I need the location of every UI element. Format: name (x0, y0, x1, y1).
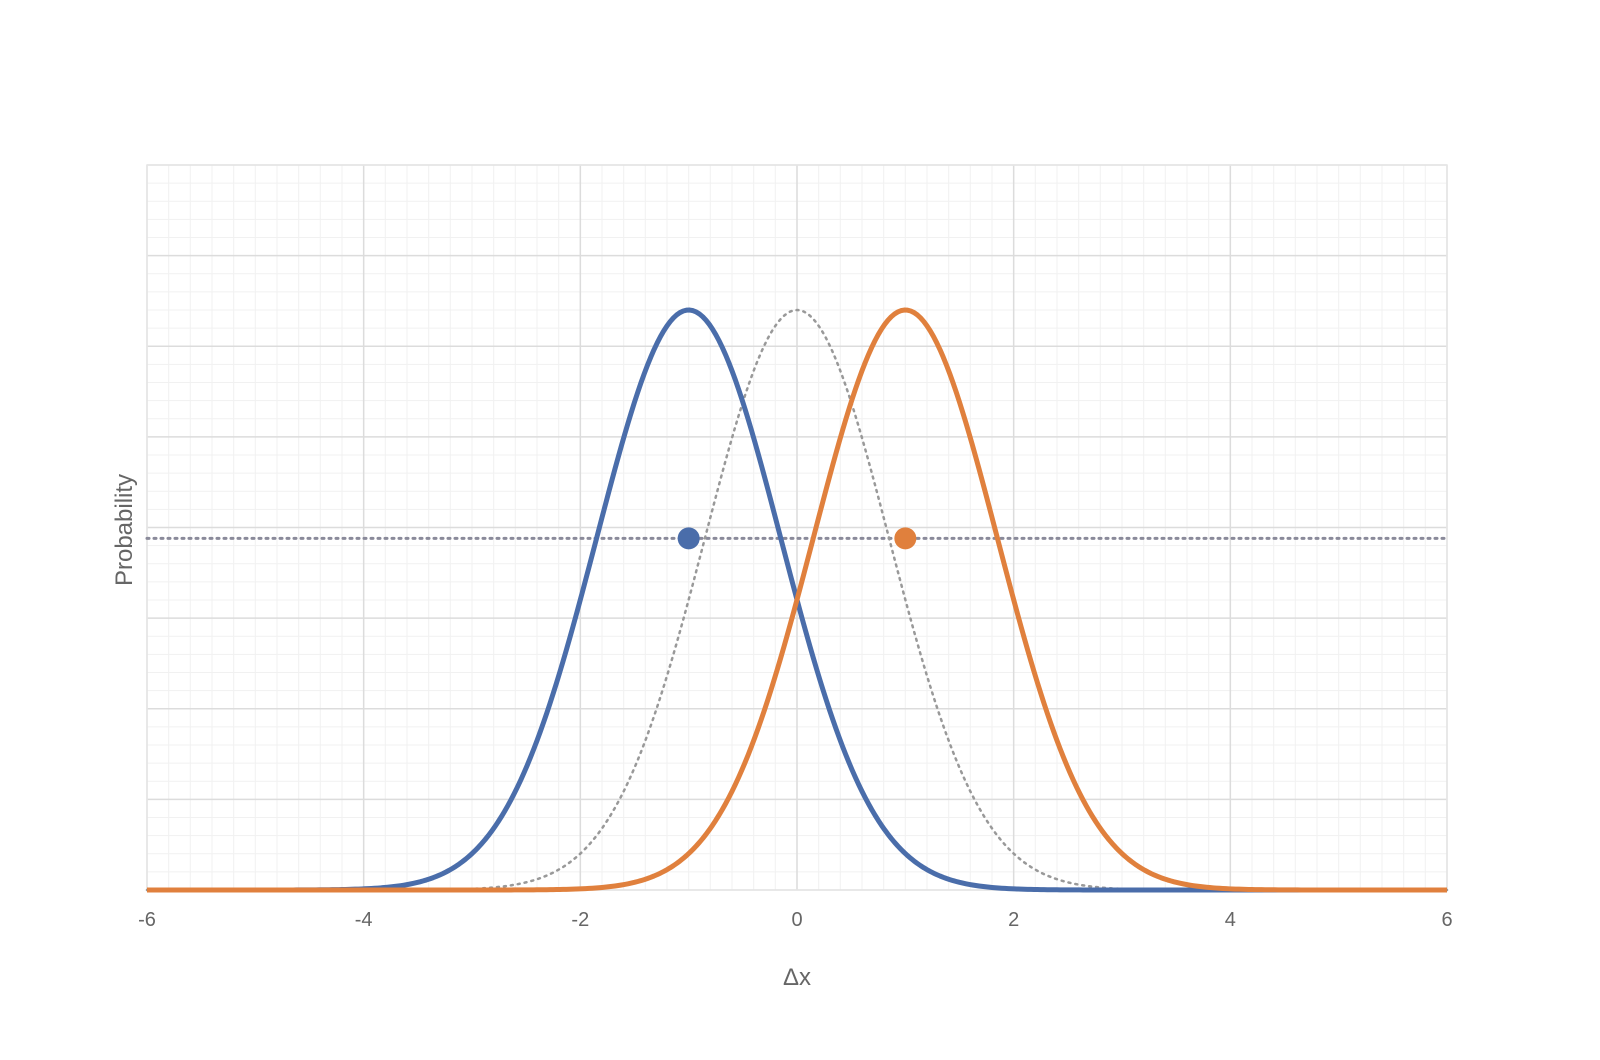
markers-group (677, 527, 917, 550)
y-axis-title: Probability (111, 474, 138, 586)
marker-point-0 (677, 527, 700, 550)
x-tick-label: -2 (571, 909, 589, 931)
plot-area-border (146, 164, 1448, 891)
marker-point-1 (894, 527, 917, 550)
series-line-1 (147, 307, 1447, 893)
x-axis-title: Δx (783, 964, 811, 991)
x-tick-label: 6 (1441, 909, 1452, 931)
x-tick-label: -4 (355, 909, 373, 931)
x-tick-label: 0 (791, 909, 802, 931)
x-tick-label: -6 (138, 909, 156, 931)
x-tick-label: 2 (1008, 909, 1019, 931)
series-group (145, 307, 1449, 893)
x-tick-label: 4 (1225, 909, 1236, 931)
x-tick-labels: -6 -4 -2 0 2 4 6 (138, 909, 1452, 931)
